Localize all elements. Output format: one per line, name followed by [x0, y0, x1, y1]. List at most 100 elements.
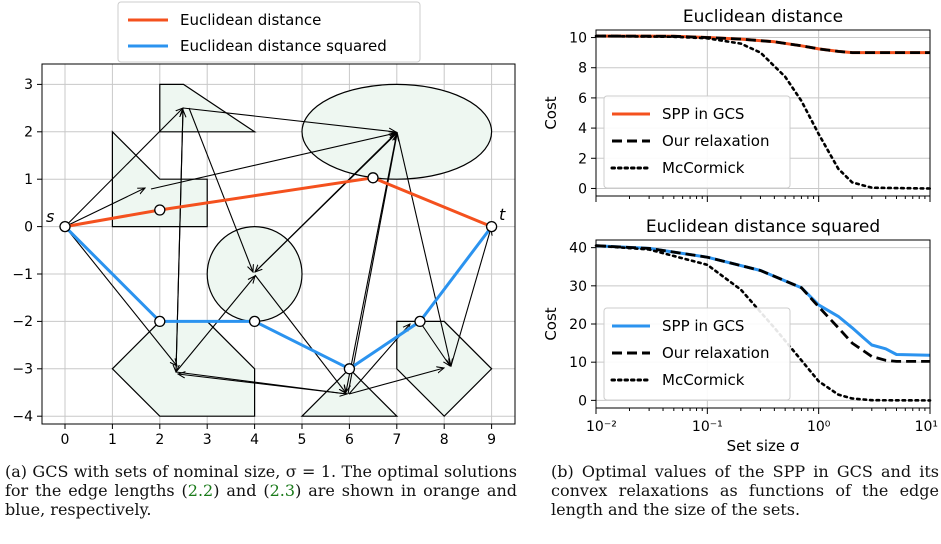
legend-label: McCormick	[662, 371, 745, 389]
caption-a-text: (a) GCS with sets of nominal size, σ = 1…	[5, 462, 517, 500]
x-tick-label: 10⁻¹	[692, 419, 723, 435]
y-tick-label: 0	[578, 181, 587, 197]
legend-label: McCormick	[662, 159, 745, 177]
legend-label: Our relaxation	[662, 132, 769, 150]
chart-title: Euclidean distance squared	[646, 217, 880, 237]
y-tick-label: −2	[12, 314, 33, 330]
y-tick-label: −3	[12, 362, 33, 378]
y-tick-label: 1	[24, 172, 33, 188]
x-tick-label: 7	[392, 432, 401, 448]
y-tick-label: 6	[578, 91, 587, 107]
x-tick-label: 10⁰	[807, 419, 831, 435]
gcs-axes-frame	[41, 63, 516, 425]
series-line	[595, 34, 930, 54]
y-axis-label: Cost	[542, 307, 560, 340]
path-euclidean-distance	[64, 176, 493, 229]
y-tick-label: −4	[12, 409, 33, 425]
y-tick-label: 2	[24, 125, 33, 141]
y-tick-label: 0	[24, 220, 33, 236]
vertex	[154, 204, 166, 216]
caption-a-ref-1[interactable]: 2.2	[187, 481, 214, 500]
x-axis-label: Set size σ	[727, 437, 800, 455]
edge	[64, 226, 177, 366]
edge	[396, 131, 451, 366]
y-tick-label: 4	[578, 121, 587, 137]
edge	[175, 110, 183, 373]
edge	[450, 228, 491, 367]
vertex	[248, 315, 261, 328]
y-tick-label: 10	[569, 31, 587, 47]
x-tick-label: 10¹	[915, 419, 938, 435]
caption-a-text: ) and (	[213, 481, 270, 500]
vertex	[154, 315, 166, 328]
x-tick-label: 2	[155, 432, 164, 448]
set-pentagon-bottom-left	[111, 320, 256, 417]
caption-a-ref-2[interactable]: 2.3	[269, 481, 296, 500]
caption-a: (a) GCS with sets of nominal size, σ = 1…	[5, 462, 517, 519]
edge	[150, 133, 396, 190]
y-tick-label: 2	[578, 151, 587, 167]
set-circle-center	[206, 226, 303, 323]
x-tick-label: 9	[487, 432, 496, 448]
gcs-legend: Euclidean distance Euclidean distance sq…	[117, 1, 421, 63]
chart-frame	[595, 239, 931, 409]
legend-label: SPP in GCS	[662, 105, 744, 123]
y-tick-label: −1	[12, 267, 33, 283]
edge	[64, 108, 183, 227]
x-tick-label: 3	[203, 432, 212, 448]
y-tick-label: 30	[569, 279, 587, 295]
x-tick-label: 10⁻²	[586, 419, 617, 435]
chart-legend-box	[603, 95, 791, 189]
y-tick-label: 40	[569, 241, 587, 257]
chart-frame	[595, 29, 931, 197]
series-line	[594, 34, 932, 190]
series-line	[594, 244, 932, 402]
x-tick-label: 6	[345, 432, 354, 448]
edge	[188, 107, 253, 272]
chart-legend-box	[603, 307, 791, 401]
target-label: t	[499, 205, 506, 224]
vertex	[343, 363, 356, 375]
gcs-edges	[64, 107, 491, 395]
vertex	[414, 315, 426, 328]
y-axis-label: Cost	[542, 96, 560, 129]
x-tick-label: 5	[298, 432, 307, 448]
y-tick-label: 10	[569, 355, 587, 371]
vertex	[367, 172, 379, 184]
path-euclidean-distance-squared	[63, 225, 493, 371]
legend-label-euclidean-squared: Euclidean distance squared	[180, 37, 387, 55]
y-tick-label: 3	[24, 77, 33, 93]
edge	[255, 131, 398, 272]
cost-charts: Euclidean distance 0 2 4 6 8 10 SPP in GCS Our r…	[542, 7, 938, 455]
edge	[182, 107, 396, 132]
series-line	[595, 34, 930, 55]
x-tick-label: 1	[108, 432, 117, 448]
edge	[348, 368, 444, 395]
chart-euclidean-distance-squared: Euclidean distance squared 0 10 20 30 40 SPP i…	[542, 217, 938, 455]
edge	[64, 188, 145, 228]
y-tick-label: 20	[569, 317, 587, 333]
y-tick-label: 0	[578, 393, 587, 409]
x-tick-label: 0	[61, 432, 70, 448]
gcs-tick-marks	[37, 83, 493, 429]
edge	[178, 374, 348, 395]
path-vertices	[59, 172, 498, 375]
edge	[346, 131, 398, 392]
vertex-target	[485, 220, 498, 233]
edge	[419, 321, 450, 366]
set-trapezoid-top	[159, 83, 257, 133]
chart-title: Euclidean distance	[683, 7, 843, 27]
caption-b-text: (b) Optimal values of the SPP in GCS and…	[551, 462, 939, 519]
gcs-x-tick-labels: 0 1 2 3 4 5 6 7 8 9	[61, 432, 497, 448]
x-tick-label: 8	[440, 432, 449, 448]
legend-label: SPP in GCS	[662, 317, 744, 335]
caption-b: (b) Optimal values of the SPP in GCS and…	[551, 462, 939, 519]
legend-label-euclidean: Euclidean distance	[180, 11, 321, 29]
vertex-source	[59, 220, 71, 233]
caption-a-text: ) are shown in orange and blue, respecti…	[5, 481, 517, 519]
gcs-figure: Euclidean distance Euclidean distance sq…	[12, 1, 516, 448]
gcs-y-tick-labels: 3 2 1 0 −1 −2 −3 −4	[12, 77, 33, 425]
source-label: s	[46, 207, 54, 226]
edge	[175, 276, 255, 373]
edge	[347, 134, 397, 395]
